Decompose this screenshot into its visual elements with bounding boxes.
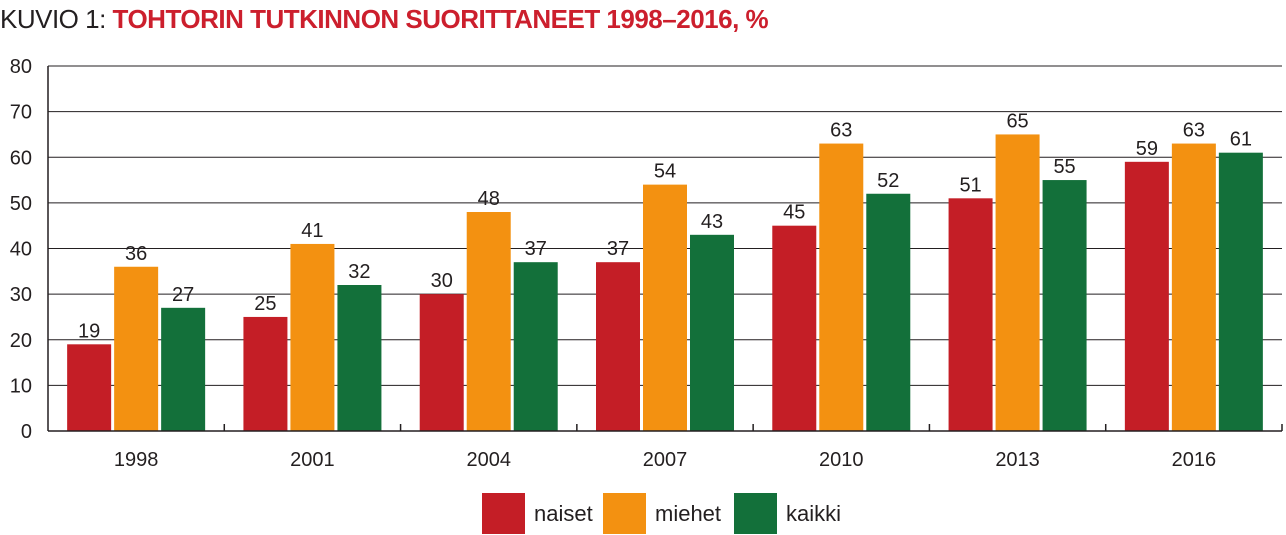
chart-title-main: TOHTORIN TUTKINNON SUORITTANEET 1998–201…: [112, 4, 733, 34]
bar-kaikki-1998: [161, 307, 206, 431]
x-tick-label-2007: 2007: [643, 449, 688, 471]
bar-naiset-2007: [596, 262, 640, 431]
legend-label-kaikki: kaikki: [786, 501, 841, 526]
x-tick-label-2016: 2016: [1172, 449, 1217, 471]
chart-title: KUVIO 1: TOHTORIN TUTKINNON SUORITTANEET…: [0, 2, 769, 36]
bar-naiset-2016: [1124, 161, 1169, 431]
data-label-naiset-2016: 59: [1136, 138, 1158, 160]
legend: naiset miehet kaikki: [482, 493, 841, 534]
data-label-kaikki-1998: 27: [172, 284, 194, 306]
data-label-naiset-2001: 25: [254, 293, 276, 315]
bar-miehet-2013: [995, 134, 1040, 431]
x-tick-label-2001: 2001: [290, 449, 335, 471]
y-tick-label-10: 10: [10, 375, 32, 397]
data-label-naiset-2013: 51: [959, 174, 981, 196]
bar-kaikki-2013: [1042, 180, 1087, 431]
bar-kaikki-2010: [866, 193, 911, 431]
x-tick-label-2010: 2010: [819, 449, 864, 471]
legend-label-miehet: miehet: [655, 501, 721, 526]
y-tick-label-20: 20: [10, 330, 32, 352]
data-label-kaikki-2007: 43: [701, 211, 723, 233]
data-label-miehet-2010: 63: [830, 120, 852, 142]
data-label-miehet-2001: 41: [301, 220, 323, 242]
x-tick-label-1998: 1998: [114, 449, 159, 471]
data-label-kaikki-2004: 37: [525, 238, 547, 260]
data-label-kaikki-2013: 55: [1053, 156, 1075, 178]
y-tick-label-30: 30: [10, 284, 32, 306]
bar-kaikki-2001: [337, 285, 382, 431]
data-label-kaikki-2010: 52: [877, 170, 899, 192]
bar-miehet-1998: [114, 266, 159, 431]
bar-naiset-1998: [67, 344, 112, 431]
legend-label-naiset: naiset: [534, 501, 593, 526]
bar-kaikki-2007: [690, 234, 734, 431]
bar-naiset-2010: [772, 225, 817, 431]
bar-miehet-2007: [643, 184, 687, 431]
legend-swatch-naiset: [482, 493, 525, 534]
x-axis: 1998 2001 2004 2007 2010 2013 2016: [48, 424, 1283, 471]
bars: [67, 134, 1263, 431]
y-tick-label-80: 80: [10, 56, 32, 78]
bar-kaikki-2004: [513, 262, 558, 431]
bar-miehet-2001: [290, 243, 335, 431]
data-label-miehet-2007: 54: [654, 161, 676, 183]
bar-miehet-2016: [1171, 143, 1216, 431]
x-tick-label-2013: 2013: [995, 449, 1040, 471]
data-label-naiset-2004: 30: [431, 270, 453, 292]
legend-swatch-kaikki: [734, 493, 777, 534]
bar-naiset-2001: [243, 316, 288, 431]
y-tick-label-60: 60: [10, 147, 32, 169]
data-label-naiset-2010: 45: [783, 202, 805, 224]
chart-title-prefix: KUVIO 1:: [0, 4, 113, 34]
y-tick-label-70: 70: [10, 102, 32, 124]
y-axis: 0 10 20 30 40 50 60 70 80: [10, 56, 49, 443]
data-label-miehet-2004: 48: [478, 188, 500, 210]
data-labels: 19 36 27 25 41 32 30 48 37 37 54 43 45 63 52 51 65 55 59 63…: [78, 110, 1252, 342]
data-label-miehet-2016: 63: [1183, 120, 1205, 142]
x-tick-label-2004: 2004: [466, 449, 511, 471]
bar-miehet-2010: [819, 143, 864, 431]
data-label-kaikki-2016: 61: [1230, 129, 1252, 151]
y-tick-label-0: 0: [21, 421, 32, 443]
chart-title-suffix: , %: [732, 4, 769, 34]
data-label-miehet-1998: 36: [125, 243, 147, 265]
data-label-naiset-1998: 19: [78, 320, 100, 342]
y-tick-label-40: 40: [10, 239, 32, 261]
y-tick-label-50: 50: [10, 193, 32, 215]
data-label-naiset-2007: 37: [607, 238, 629, 260]
bar-naiset-2004: [419, 294, 464, 431]
bar-kaikki-2016: [1218, 152, 1263, 431]
legend-swatch-miehet: [603, 493, 646, 534]
bar-naiset-2013: [948, 198, 993, 431]
data-label-kaikki-2001: 32: [348, 261, 370, 283]
data-label-miehet-2013: 65: [1006, 110, 1028, 132]
bar-miehet-2004: [466, 212, 511, 431]
